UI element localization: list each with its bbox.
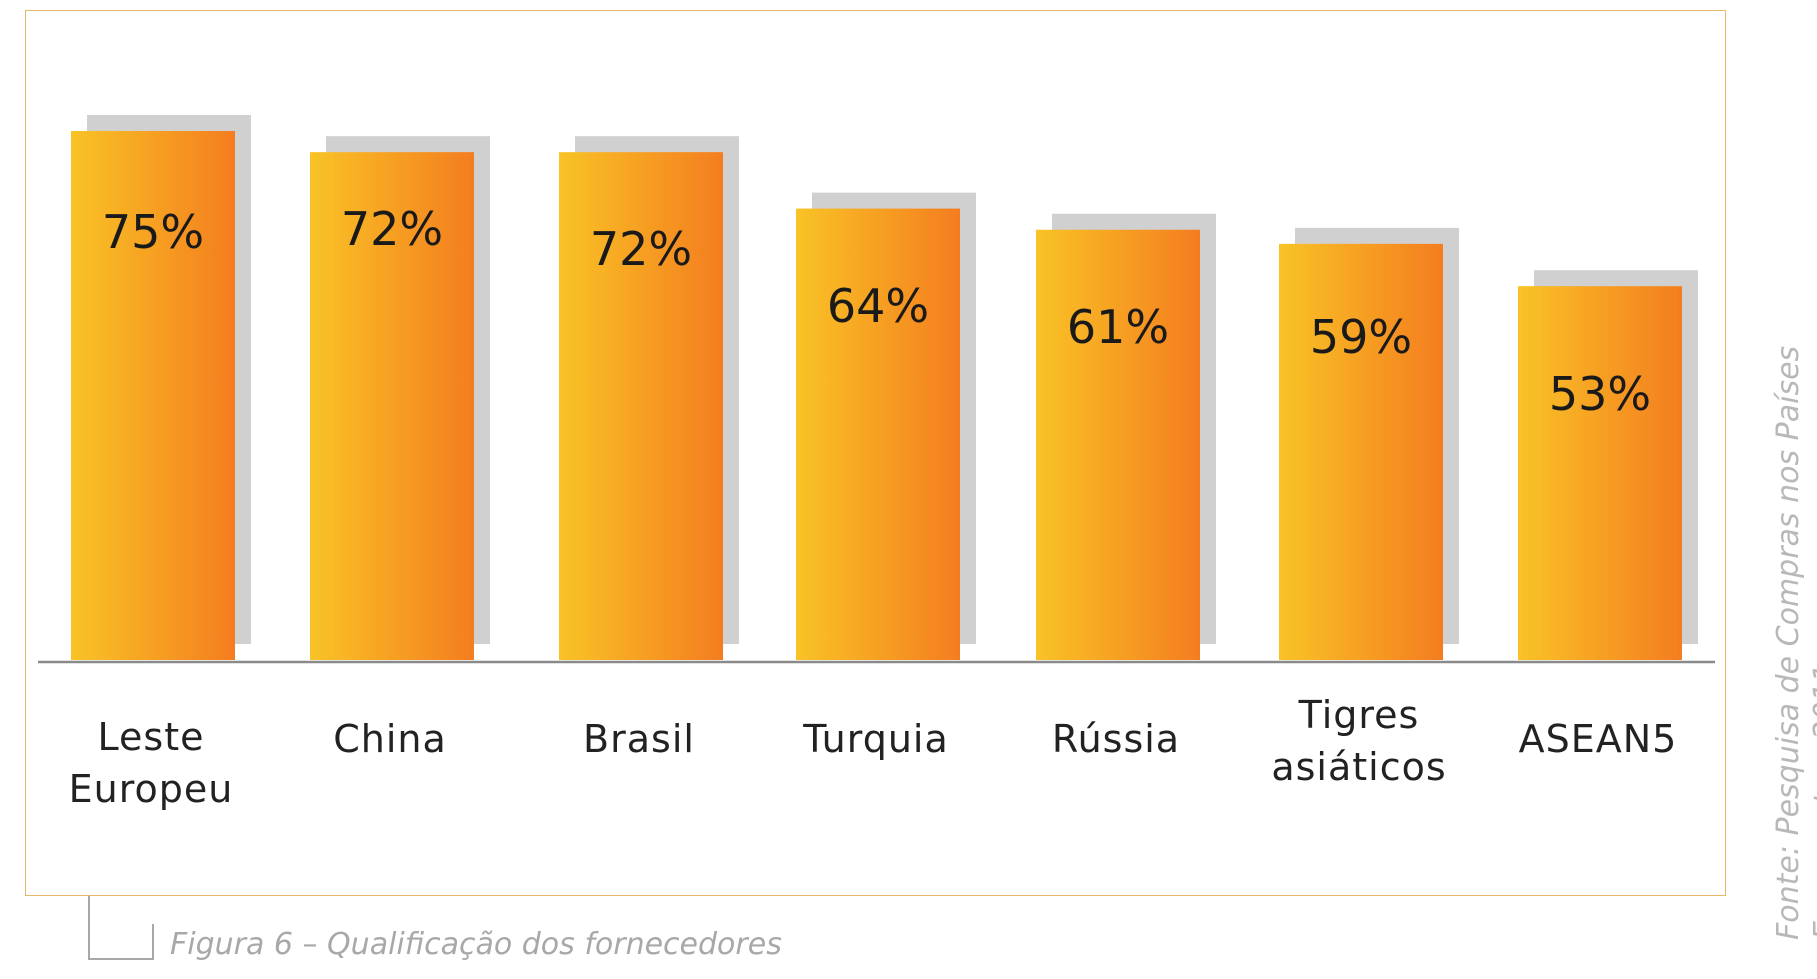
- bar: [559, 152, 723, 660]
- bar: [1518, 286, 1682, 660]
- bar: [1279, 243, 1443, 660]
- category-label: Rússia: [1052, 717, 1180, 761]
- bar: [1036, 229, 1200, 660]
- value-label: 61%: [1067, 300, 1169, 354]
- source-note: Fonte: Pesquisa de Compras nos Países Em…: [1771, 345, 1817, 940]
- category-label: Brasil: [583, 717, 695, 761]
- bar: [71, 131, 235, 660]
- value-label: 75%: [102, 205, 204, 259]
- figure-caption: Figura 6 – Qualificação dos fornecedores: [170, 927, 782, 962]
- category-label: China: [333, 717, 447, 761]
- category-label: Tigres: [1298, 693, 1420, 737]
- category-labels: Leste Europeu China Brasil Turquia Rússia Tigr…: [69, 693, 1678, 811]
- bar: [310, 152, 474, 660]
- category-label: Leste: [98, 715, 205, 759]
- bars: [71, 131, 1682, 660]
- chart-frame: [25, 10, 1726, 896]
- category-label: Europeu: [69, 767, 234, 811]
- value-labels: 75% 72% 72% 64% 61% 59% 53%: [102, 202, 1651, 421]
- value-label: 72%: [341, 202, 443, 256]
- value-label: 53%: [1549, 367, 1651, 421]
- value-label: 72%: [590, 222, 692, 276]
- caption-bracket: [88, 896, 154, 960]
- value-label: 64%: [827, 279, 929, 333]
- value-label: 59%: [1310, 310, 1412, 364]
- bar: [796, 208, 960, 660]
- category-label: ASEAN5: [1519, 717, 1678, 761]
- category-label: Turquia: [802, 717, 949, 761]
- category-label: asiáticos: [1271, 745, 1446, 789]
